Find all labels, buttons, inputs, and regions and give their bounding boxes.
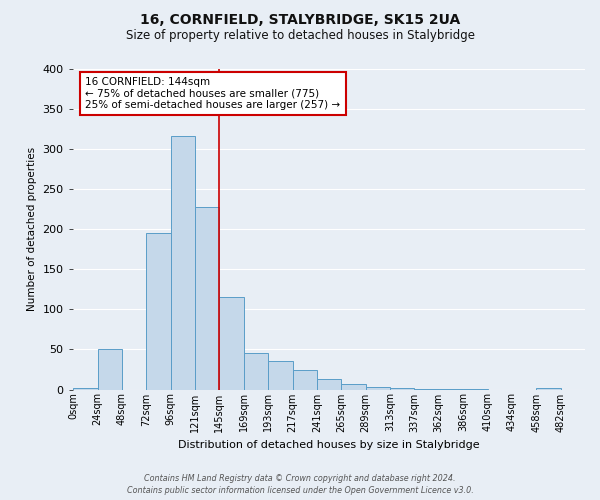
Bar	[195, 207, 220, 390]
Text: 16, CORNFIELD, STALYBRIDGE, SK15 2UA: 16, CORNFIELD, STALYBRIDGE, SK15 2UA	[140, 12, 460, 26]
Bar	[98, 348, 122, 390]
X-axis label: Distribution of detached houses by size in Stalybridge: Distribution of detached houses by size …	[178, 440, 479, 450]
Bar	[146, 234, 170, 390]
Bar	[439, 388, 463, 390]
Bar	[73, 388, 98, 390]
Bar	[170, 136, 195, 390]
Bar	[244, 352, 268, 390]
Bar	[293, 370, 317, 390]
Bar	[341, 384, 365, 390]
Bar	[415, 388, 439, 390]
Bar	[220, 296, 244, 390]
Text: Contains HM Land Registry data © Crown copyright and database right 2024.
Contai: Contains HM Land Registry data © Crown c…	[127, 474, 473, 495]
Text: Size of property relative to detached houses in Stalybridge: Size of property relative to detached ho…	[125, 29, 475, 42]
Y-axis label: Number of detached properties: Number of detached properties	[27, 147, 37, 312]
Bar	[268, 362, 293, 390]
Bar	[365, 387, 390, 390]
Bar	[463, 388, 488, 390]
Bar	[536, 388, 560, 390]
Bar	[317, 379, 341, 390]
Bar	[390, 388, 415, 390]
Text: 16 CORNFIELD: 144sqm
← 75% of detached houses are smaller (775)
25% of semi-deta: 16 CORNFIELD: 144sqm ← 75% of detached h…	[85, 77, 341, 110]
